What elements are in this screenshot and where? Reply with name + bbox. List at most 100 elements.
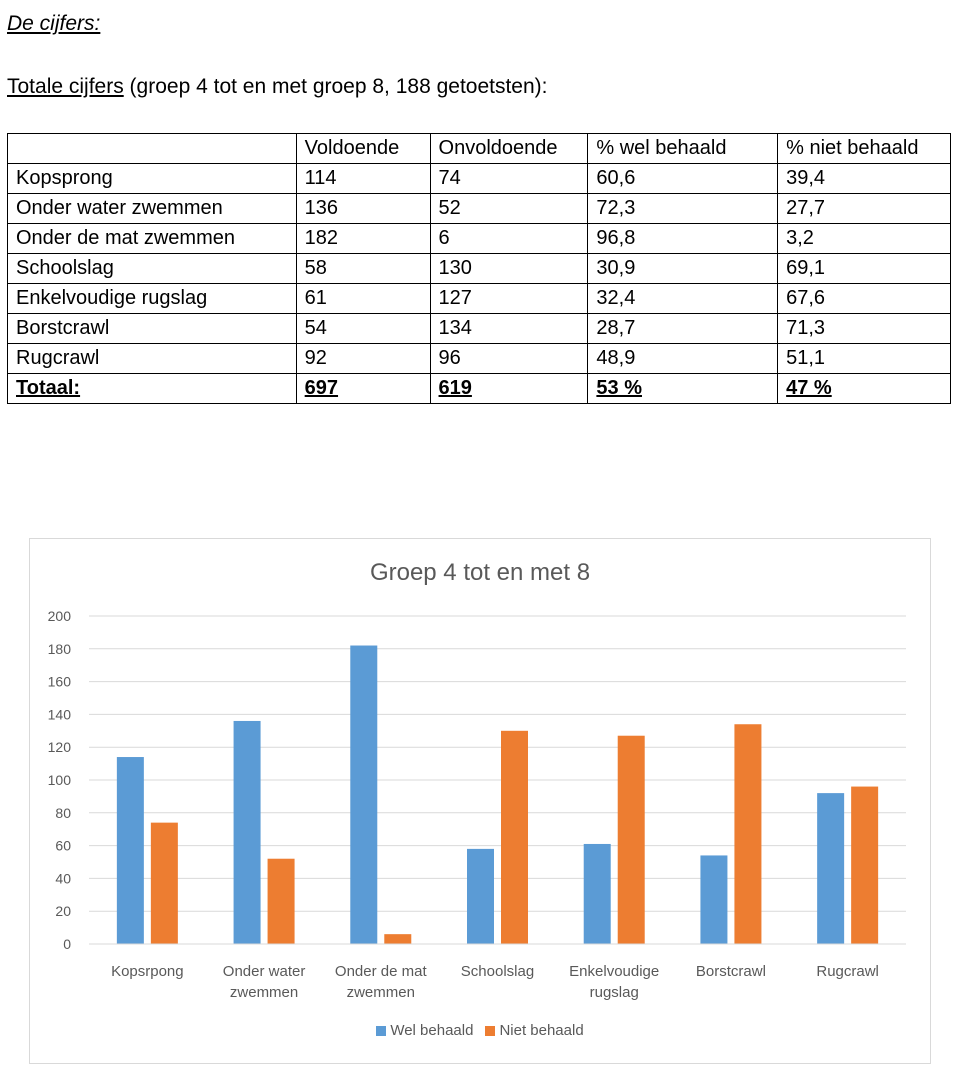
bar-wel [116, 757, 144, 944]
table-cell: 61 [295, 283, 431, 314]
table-cell: 71,3 [777, 313, 951, 344]
table-total-row: Totaal: 697 619 53 % 47 % [7, 373, 951, 404]
table-cell: 6 [429, 223, 589, 254]
table-cell: Borstcrawl [7, 313, 297, 344]
y-tick-label: 20 [55, 903, 71, 919]
y-tick-label: 80 [55, 805, 71, 821]
bar-niet [501, 730, 528, 944]
table-total-cell: 47 % [777, 373, 951, 404]
table-cell: 96 [429, 343, 589, 374]
scores-table: Voldoende Onvoldoende% wel behaald% niet … [7, 133, 951, 404]
x-tick-label: Borstcrawl [696, 963, 766, 980]
table-header-row: Voldoende Onvoldoende% wel behaald% niet … [7, 133, 951, 164]
x-tick-label: Schoolslag [461, 963, 534, 980]
table-row: Schoolslag 58 130 30,9 69,1 [7, 253, 951, 284]
table-cell: 67,6 [777, 283, 951, 314]
x-tick-label: Enkelvoudige rugslag [569, 963, 659, 1001]
y-tick-label: 200 [48, 608, 72, 624]
table-cell: 28,7 [587, 313, 779, 344]
x-tick-label: Kopsrpong [111, 963, 184, 980]
legend-item: Wel behaald [376, 1022, 473, 1039]
table-cell: 134 [429, 313, 589, 344]
y-tick-label: 120 [48, 739, 72, 755]
table-cell: Onder de mat zwemmen [7, 223, 297, 254]
table-cell: 72,3 [587, 193, 779, 224]
x-tick-label-line: zwemmen [230, 984, 298, 1001]
table-row: Onder water zwemmen 136 52 72,3 27,7 [7, 193, 951, 224]
column-header: Onvoldoende [429, 133, 589, 164]
bar-niet [384, 934, 412, 944]
x-tick-label: Rugcrawl [816, 963, 879, 980]
table-cell: Rugcrawl [7, 343, 297, 374]
legend-label: Niet behaald [499, 1022, 584, 1039]
table-cell: Onder water zwemmen [7, 193, 297, 224]
y-tick-label: 100 [48, 772, 72, 788]
table-total-cell: 619 [429, 373, 589, 404]
x-tick-label-line: Onder water [223, 963, 306, 980]
table-cell: 92 [295, 343, 431, 374]
bar-niet [267, 858, 295, 944]
bar-chart: Groep 4 tot en met 8 0 20 40 60 80 100 120 140 1… [29, 538, 931, 1064]
section-heading: De cijfers: [7, 12, 101, 35]
table-cell: 60,6 [587, 163, 779, 194]
table-cell: 182 [295, 223, 431, 254]
x-tick-label: Onder water zwemmen [223, 963, 306, 1001]
column-header: % wel behaald [587, 133, 779, 164]
table-cell: Enkelvoudige rugslag [7, 283, 297, 314]
column-header [7, 133, 297, 164]
chart-legend: Wel behaald Niet behaald [30, 1022, 930, 1040]
y-tick-label: 60 [55, 838, 71, 854]
bar-wel [350, 645, 378, 944]
table-total-cell: Totaal: [7, 373, 297, 404]
legend-item: Niet behaald [485, 1022, 584, 1039]
legend-swatch [376, 1025, 387, 1036]
table-cell: Schoolslag [7, 253, 297, 284]
bar-wel [700, 855, 728, 944]
y-tick-label: 180 [48, 641, 72, 657]
x-tick-label-line: Kopsrpong [111, 963, 184, 980]
table-cell: 114 [295, 163, 431, 194]
table-caption-rest: (groep 4 tot en met groep 8, 188 getoets… [123, 75, 548, 98]
table-cell: 58 [295, 253, 431, 284]
y-tick-label: 40 [55, 870, 71, 886]
table-cell: 74 [429, 163, 589, 194]
table-cell: 54 [295, 313, 431, 344]
x-tick-label-line: Schoolslag [461, 963, 534, 980]
table-cell: 69,1 [777, 253, 951, 284]
y-tick-label: 140 [48, 706, 72, 722]
bar-wel [583, 843, 611, 944]
x-tick-label-line: zwemmen [347, 984, 415, 1001]
table-row: Kopsprong 114 74 60,6 39,4 [7, 163, 951, 194]
table-cell: Kopsprong [7, 163, 297, 194]
table-cell: 51,1 [777, 343, 951, 374]
table-cell: 3,2 [777, 223, 951, 254]
table-cell: 48,9 [587, 343, 779, 374]
column-header: % niet behaald [777, 133, 951, 164]
legend-swatch [485, 1025, 496, 1036]
bar-niet [617, 735, 645, 944]
column-header: Voldoende [295, 133, 431, 164]
table-cell: 27,7 [777, 193, 951, 224]
bar-niet [734, 724, 762, 944]
y-tick-label: 0 [63, 936, 71, 952]
x-tick-label-line: Enkelvoudige [569, 963, 659, 980]
table-row: Rugcrawl 92 96 48,9 51,1 [7, 343, 951, 374]
chart-title: Groep 4 tot en met 8 [369, 559, 591, 586]
table-caption-underlined: Totale cijfers [7, 75, 124, 98]
table-row: Enkelvoudige rugslag 61 127 32,4 67,6 [7, 283, 951, 314]
bar-niet [851, 786, 879, 944]
table-cell: 96,8 [587, 223, 779, 254]
x-tick-label-line: Rugcrawl [816, 963, 879, 980]
y-tick-label: 160 [48, 674, 72, 690]
table-cell: 52 [429, 193, 589, 224]
table-cell: 39,4 [777, 163, 951, 194]
table-body: Kopsprong 114 74 60,6 39,4 Onder water zwemme… [7, 163, 951, 404]
table-caption: Totale cijfers (groep 4 tot en met groep… [7, 75, 548, 99]
chart-plot: 0 20 40 60 80 100 120 140 160 180 200 Kopsrpong Onde… [48, 608, 906, 1001]
table-row: Onder de mat zwemmen 182 6 96,8 3,2 [7, 223, 951, 254]
bar-wel [467, 848, 494, 944]
bar-niet [150, 822, 178, 944]
legend-label: Wel behaald [390, 1022, 474, 1039]
table-cell: 136 [295, 193, 431, 224]
table-cell: 32,4 [587, 283, 779, 314]
